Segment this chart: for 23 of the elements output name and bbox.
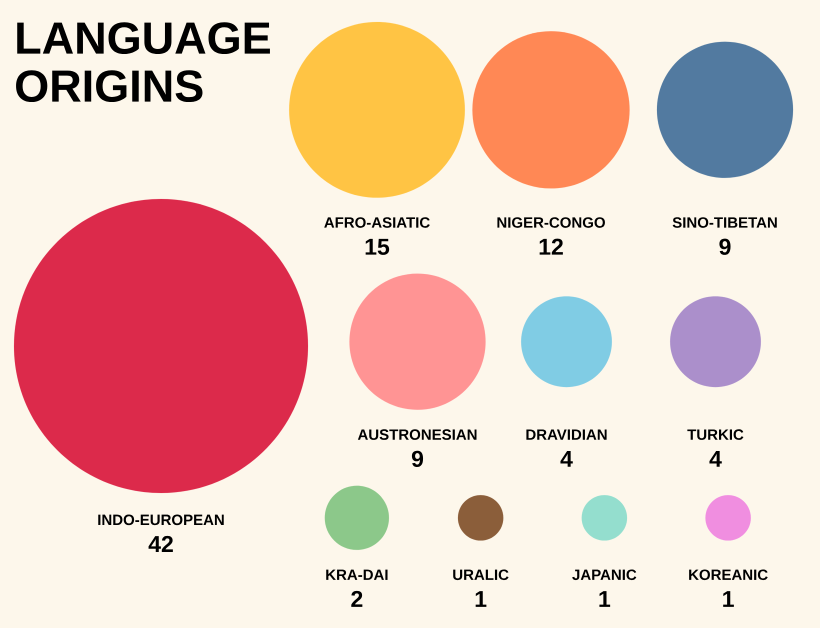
data-label: 2 (351, 590, 362, 607)
category-label: SINO-TIBETAN (672, 217, 777, 228)
category-label: TURKIC (687, 429, 744, 440)
category-label: KOREANIC (689, 569, 768, 580)
text: LANGUAGE ORIGINS (16, 22, 270, 102)
category-label: INDO-EUROPEAN (98, 514, 224, 526)
data-label: 1 (723, 591, 734, 607)
category-label: JAPANIC (572, 569, 636, 580)
data-label: 15 (366, 238, 390, 255)
category-label: AFRO-ASIATIC (324, 217, 430, 228)
category-label: KRA-DAI (326, 570, 388, 580)
data-label: 4 (560, 450, 573, 467)
data-label: 1 (599, 591, 610, 607)
data-label: 9 (719, 238, 731, 255)
category-label: DRAVIDIAN (526, 429, 607, 440)
data-label: 12 (540, 238, 563, 255)
category-label: NIGER-CONGO (497, 217, 605, 228)
category-label: URALIC (453, 569, 509, 580)
data-label: 9 (412, 450, 424, 467)
data-label: 42 (148, 536, 173, 552)
data-label: 1 (476, 591, 486, 607)
data-label: 4 (709, 450, 722, 467)
category-label: AUSTRONESIAN (358, 429, 476, 440)
